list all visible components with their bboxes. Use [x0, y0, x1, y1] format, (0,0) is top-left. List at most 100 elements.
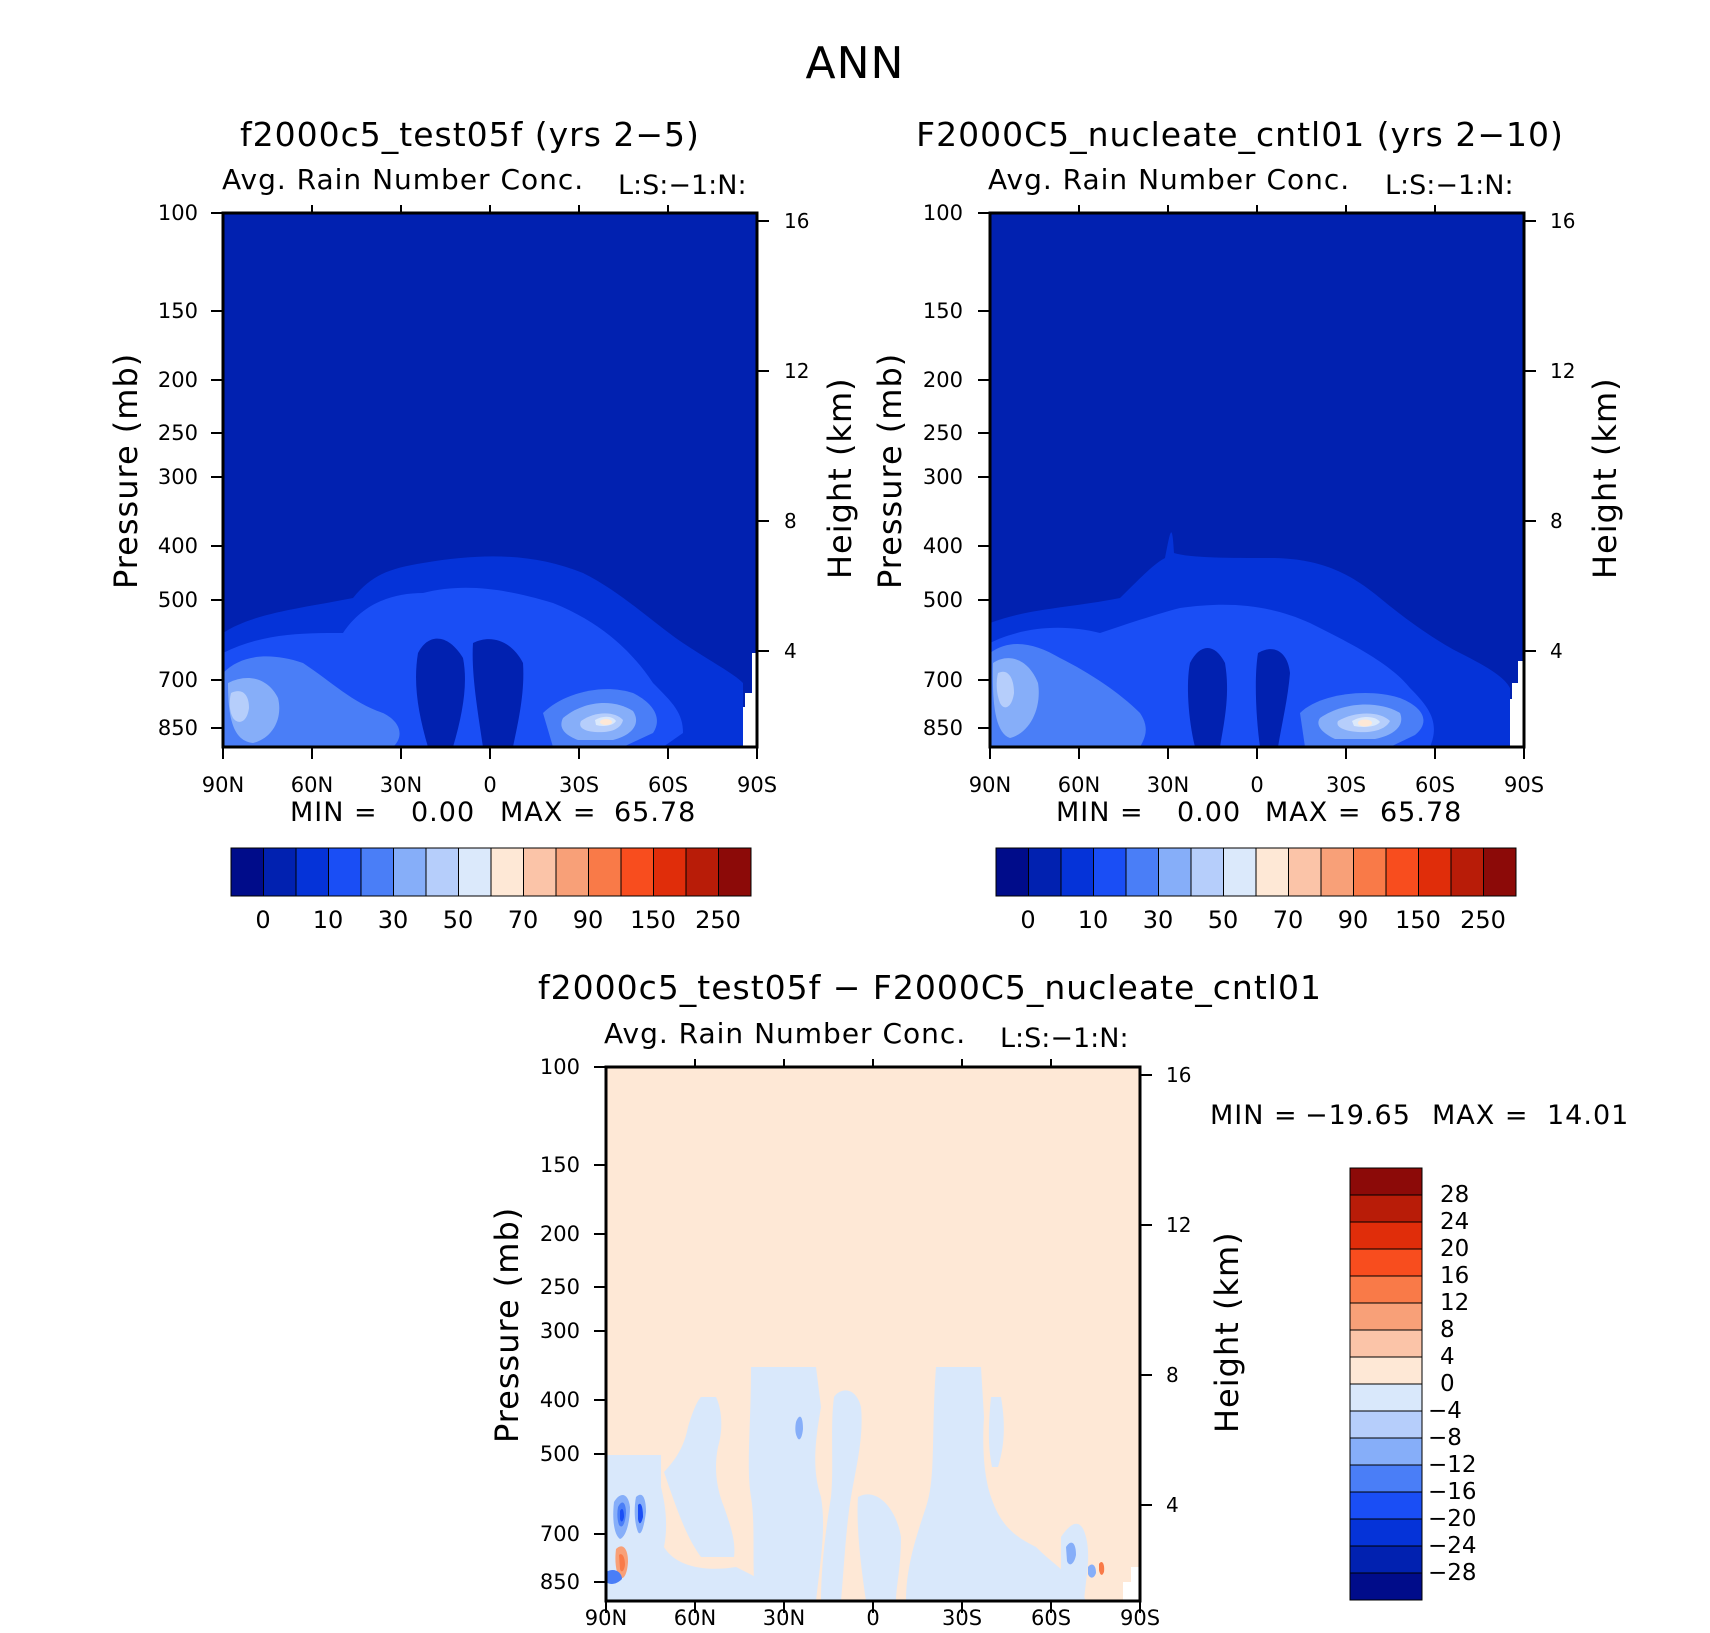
p3-cb-20: 20	[1440, 1236, 1470, 1262]
p3-rtick-8: 8	[1166, 1363, 1179, 1387]
colorbar-swatch	[1483, 847, 1517, 897]
p1-xtick-0: 0	[483, 773, 497, 797]
p1-ytick-500: 500	[157, 588, 198, 612]
p3-cb-4: 4	[1440, 1344, 1455, 1370]
p2-colorbar	[995, 847, 1517, 897]
p2-ylabel-right: Height (km)	[1586, 377, 1624, 579]
p1-max-value: 65.78	[614, 797, 697, 828]
p2-cb-30: 30	[1142, 906, 1174, 934]
p2-ytick-200: 200	[922, 368, 963, 392]
p2-xtick-30n: 30N	[1146, 773, 1190, 797]
p3-xtick-30n: 30N	[762, 1606, 806, 1630]
p2-ytick-300: 300	[922, 465, 963, 489]
p2-max-value: 65.78	[1380, 797, 1463, 828]
p1-cb-150: 150	[630, 906, 676, 934]
p1-rtick-4: 4	[784, 639, 797, 663]
panel-1-plot	[211, 205, 769, 759]
colorbar-swatch	[1349, 1518, 1423, 1547]
colorbar-swatch	[263, 847, 297, 897]
p2-cb-250: 250	[1460, 906, 1506, 934]
p3-rtick-12: 12	[1166, 1213, 1192, 1237]
p1-min-value: 0.00	[411, 797, 476, 828]
p1-ytick-100: 100	[157, 201, 198, 225]
colorbar-swatch	[230, 847, 264, 897]
p2-xtick-30s: 30S	[1325, 773, 1367, 797]
p2-rtick-4: 4	[1550, 639, 1563, 663]
p2-cb-0: 0	[1020, 906, 1036, 934]
colorbar-swatch	[555, 847, 589, 897]
p3-xtick-60s: 60S	[1030, 1606, 1072, 1630]
colorbar-swatch	[1060, 847, 1094, 897]
colorbar-swatch	[1353, 847, 1387, 897]
colorbar-swatch	[1418, 847, 1452, 897]
p3-ytick-300: 300	[539, 1319, 580, 1343]
p2-xtick-60s: 60S	[1414, 773, 1456, 797]
p1-xtick-30s: 30S	[558, 773, 600, 797]
p2-min-label: MIN =	[1056, 797, 1144, 828]
p3-min-value: −19.65	[1305, 1100, 1411, 1131]
p3-ylabel: Pressure (mb)	[488, 1206, 526, 1443]
p1-ytick-150: 150	[157, 299, 198, 323]
colorbar-swatch	[1349, 1572, 1423, 1601]
p1-rtick-8: 8	[784, 509, 797, 533]
colorbar-swatch	[523, 847, 557, 897]
p3-ytick-700: 700	[539, 1522, 580, 1546]
p3-cb-m4: −4	[1428, 1398, 1462, 1424]
colorbar-swatch	[995, 847, 1029, 897]
colorbar-swatch	[1349, 1491, 1423, 1520]
page-title: ANN	[805, 38, 905, 89]
p1-max-label: MAX =	[500, 797, 597, 828]
p3-xtick-90s: 90S	[1119, 1606, 1161, 1630]
colorbar-swatch	[1450, 847, 1484, 897]
panel-3-plot	[594, 1059, 1152, 1613]
panel-2-plot	[978, 205, 1536, 759]
p1-cb-10: 10	[312, 906, 344, 934]
p3-ytick-400: 400	[539, 1388, 580, 1412]
colorbar-swatch	[1223, 847, 1257, 897]
p1-colorbar	[230, 847, 752, 897]
p1-xtick-90s: 90S	[736, 773, 778, 797]
p1-cb-50: 50	[442, 906, 474, 934]
p2-max-label: MAX =	[1265, 797, 1362, 828]
colorbar-swatch	[718, 847, 752, 897]
colorbar-swatch	[425, 847, 459, 897]
panel-3-subtitle: Avg. Rain Number Conc.	[604, 1017, 967, 1050]
p3-xtick-0: 0	[866, 1606, 880, 1630]
colorbar-swatch	[1288, 847, 1322, 897]
p3-min-label: MIN =	[1210, 1100, 1298, 1131]
colorbar-swatch	[1255, 847, 1289, 897]
colorbar-swatch	[620, 847, 654, 897]
panel-3-level-label: L:S:−1:N:	[1000, 1023, 1129, 1054]
p1-cb-70: 70	[507, 906, 539, 934]
colorbar-swatch	[458, 847, 492, 897]
p1-xtick-60n: 60N	[290, 773, 334, 797]
colorbar-swatch	[1190, 847, 1224, 897]
colorbar-swatch	[1125, 847, 1159, 897]
p2-cb-150: 150	[1395, 906, 1441, 934]
colorbar-swatch	[1349, 1464, 1423, 1493]
colorbar-swatch	[1349, 1167, 1423, 1196]
p2-rtick-12: 12	[1550, 359, 1576, 383]
p3-rtick-4: 4	[1166, 1493, 1179, 1517]
p1-ytick-400: 400	[157, 534, 198, 558]
p3-xtick-30s: 30S	[941, 1606, 983, 1630]
colorbar-swatch	[328, 847, 362, 897]
p3-ytick-250: 250	[539, 1275, 580, 1299]
p3-cb-m16: −16	[1428, 1479, 1477, 1505]
p1-ytick-850: 850	[157, 716, 198, 740]
p1-cb-30: 30	[377, 906, 409, 934]
p2-cb-70: 70	[1272, 906, 1304, 934]
colorbar-swatch	[1349, 1275, 1423, 1304]
colorbar-swatch	[1349, 1221, 1423, 1250]
p2-ytick-500: 500	[922, 588, 963, 612]
p2-ytick-400: 400	[922, 534, 963, 558]
p2-ytick-700: 700	[922, 668, 963, 692]
p1-ytick-200: 200	[157, 368, 198, 392]
p3-cb-m8: −8	[1428, 1425, 1462, 1451]
colorbar-swatch	[1158, 847, 1192, 897]
p3-cb-m12: −12	[1428, 1452, 1477, 1478]
p2-cb-50: 50	[1207, 906, 1239, 934]
p1-xtick-60s: 60S	[647, 773, 689, 797]
p1-rtick-12: 12	[784, 359, 810, 383]
p3-ytick-850: 850	[539, 1570, 580, 1594]
